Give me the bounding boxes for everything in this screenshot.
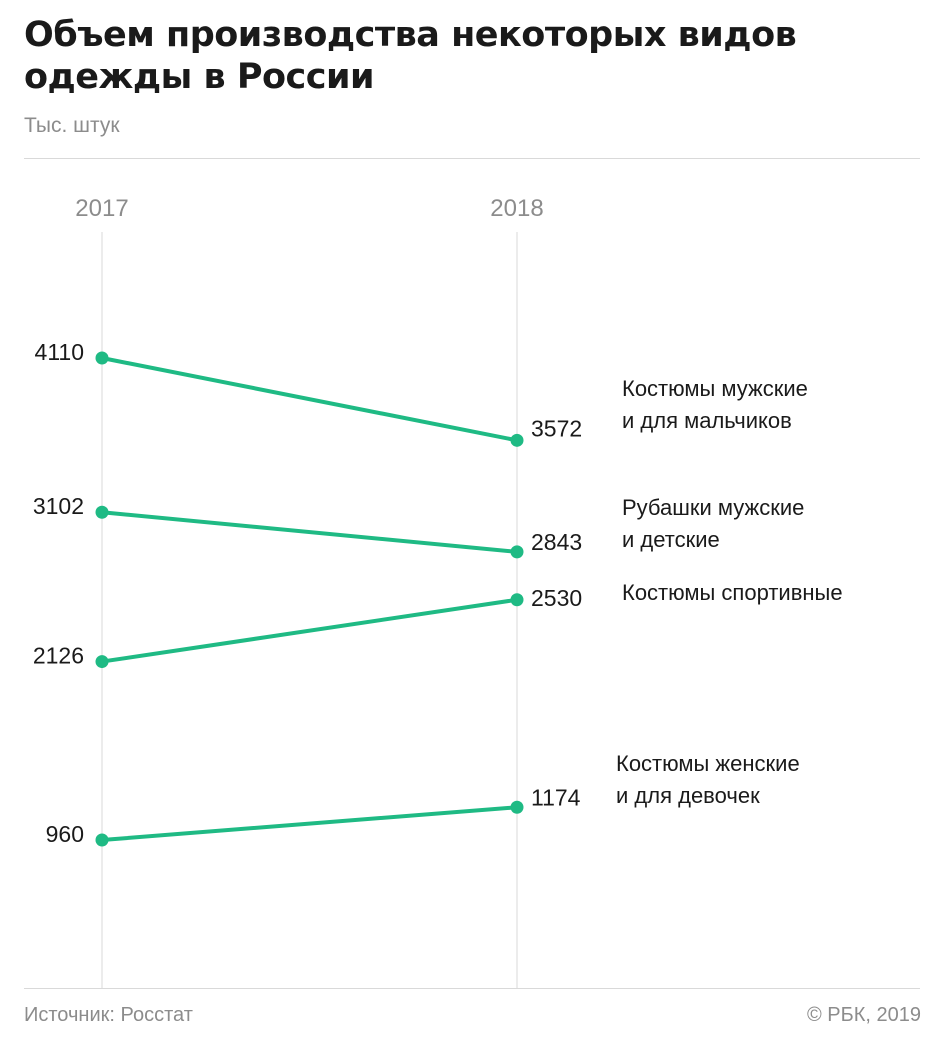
top-divider bbox=[24, 158, 920, 159]
value-label-0-1: 3572 bbox=[531, 415, 582, 441]
data-point-0-1 bbox=[510, 433, 524, 447]
x-tick-label-2018: 2018 bbox=[490, 195, 543, 222]
value-label-3-0: 960 bbox=[46, 821, 84, 847]
value-label-3-1: 1174 bbox=[531, 784, 581, 810]
data-point-3-0 bbox=[95, 833, 109, 847]
series-line-2 bbox=[100, 597, 519, 664]
series-label-line: и для мальчиков bbox=[622, 408, 792, 433]
value-label-1-0: 3102 bbox=[33, 493, 84, 519]
data-point-1-1 bbox=[510, 545, 524, 559]
series-line-0 bbox=[100, 356, 519, 443]
series-label-0: Костюмы мужские и для мальчиков bbox=[622, 376, 808, 433]
data-point-2-1 bbox=[510, 593, 524, 607]
value-label-2-0: 2126 bbox=[33, 643, 84, 669]
data-point-0-0 bbox=[95, 351, 109, 365]
data-point-1-0 bbox=[95, 505, 109, 519]
series-label-1: Рубашки мужские и детские bbox=[622, 495, 804, 552]
series-label-line: Костюмы спортивные bbox=[622, 580, 843, 605]
chart-title: Объем производства некоторых видов одежд… bbox=[24, 15, 797, 97]
value-label-1-1: 2843 bbox=[531, 529, 582, 555]
series-label-line: и для девочек bbox=[616, 783, 760, 808]
series-label-line: Рубашки мужские bbox=[622, 495, 804, 520]
series-label-line: и детские bbox=[622, 527, 720, 552]
chart-subtitle: Тыс. штук bbox=[24, 114, 120, 137]
value-label-2-1: 2530 bbox=[531, 585, 582, 611]
value-label-0-0: 4110 bbox=[35, 339, 84, 365]
source-note: Источник: Росстат bbox=[24, 1004, 193, 1026]
data-point-2-0 bbox=[95, 655, 109, 669]
series-line-3 bbox=[100, 805, 519, 842]
data-point-3-1 bbox=[510, 800, 524, 814]
bottom-divider bbox=[24, 988, 920, 989]
copyright-note: © РБК, 2019 bbox=[806, 1004, 921, 1026]
x-tick-label-2017: 2017 bbox=[75, 195, 128, 222]
series-label-3: Костюмы женские и для девочек bbox=[616, 751, 800, 808]
series-label-line: Костюмы мужские bbox=[622, 376, 808, 401]
series-label-2: Костюмы спортивные bbox=[622, 580, 843, 605]
series-label-line: Костюмы женские bbox=[616, 751, 800, 776]
series-line-1 bbox=[100, 510, 519, 554]
